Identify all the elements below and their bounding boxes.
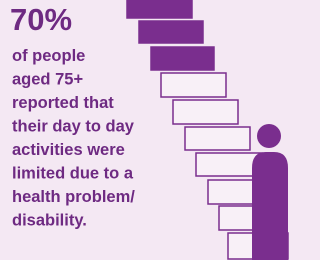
stat-value: 70% bbox=[10, 2, 72, 37]
description-line: reported that bbox=[12, 94, 114, 112]
description-line: activities were bbox=[12, 141, 125, 159]
step bbox=[161, 73, 226, 97]
step bbox=[173, 100, 238, 124]
page: 70% of people aged 75+ reported that their … bbox=[0, 0, 289, 260]
description-line: limited due to a bbox=[12, 165, 134, 183]
description-line: disability. bbox=[12, 212, 87, 230]
person-head bbox=[257, 124, 281, 148]
person-silhouette bbox=[252, 124, 288, 260]
person-body bbox=[252, 152, 288, 260]
step bbox=[127, 0, 192, 18]
step bbox=[139, 21, 203, 43]
step bbox=[185, 127, 250, 150]
step bbox=[151, 47, 214, 70]
description-line: aged 75+ bbox=[12, 71, 83, 89]
infographic: 70% of people aged 75+ reported that their … bbox=[0, 0, 289, 260]
stat-description: of people aged 75+ reported that their day … bbox=[12, 47, 135, 230]
description-line: of people bbox=[12, 47, 85, 65]
description-line: health problem/ bbox=[12, 188, 135, 206]
description-line: their day to day bbox=[12, 118, 135, 136]
